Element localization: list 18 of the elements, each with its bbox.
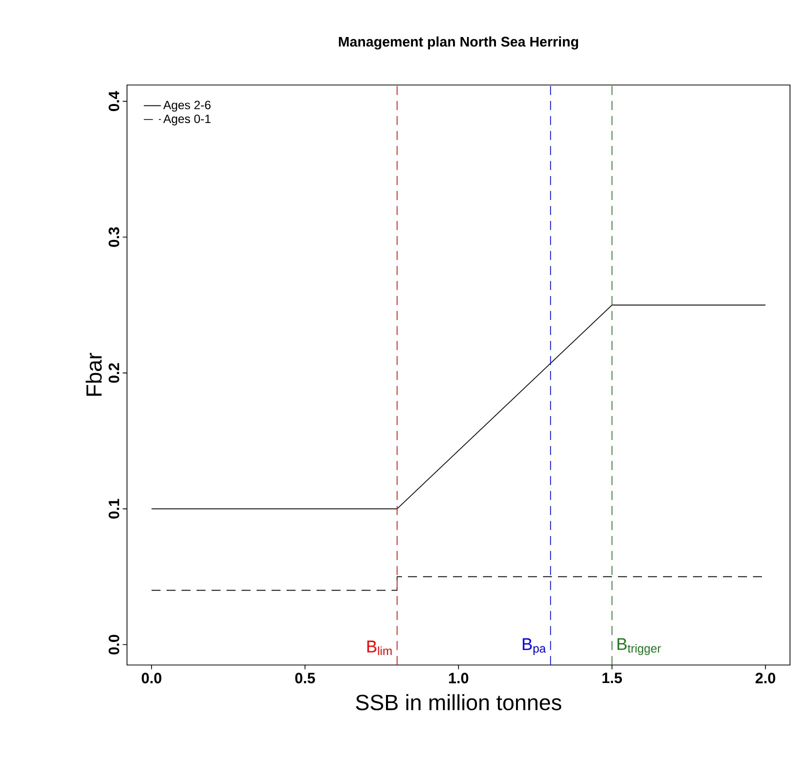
ref-line-label: B$_{pa}$: [522, 638, 546, 656]
ref-line-label: B$_{lim}$: [367, 640, 392, 656]
x-tick-label: 0.5: [295, 672, 315, 684]
legend-label: Ages 2-6: [163, 100, 211, 112]
y-tick-label: 0.0: [108, 634, 120, 654]
legend-label: Ages 0-1: [163, 114, 210, 126]
x-tick-label: 1.0: [449, 672, 468, 684]
x-tick-label: 0.0: [142, 672, 162, 684]
x-axis-title: SSB in million tonnes: [356, 694, 562, 710]
y-tick-label: 0.2: [108, 363, 120, 383]
y-tick-label: 0.4: [108, 90, 120, 112]
x-tick-label: 2.0: [756, 672, 776, 684]
ref-line-label: B$_{trigger}$: [618, 638, 661, 656]
y-tick-label: 0.3: [108, 227, 120, 247]
y-axis-title: Fbar: [86, 352, 102, 396]
chart-title: Management plan North Sea Herring: [338, 36, 578, 50]
y-tick-label: 0.1: [108, 498, 120, 519]
x-tick-label: 1.5: [602, 672, 622, 684]
